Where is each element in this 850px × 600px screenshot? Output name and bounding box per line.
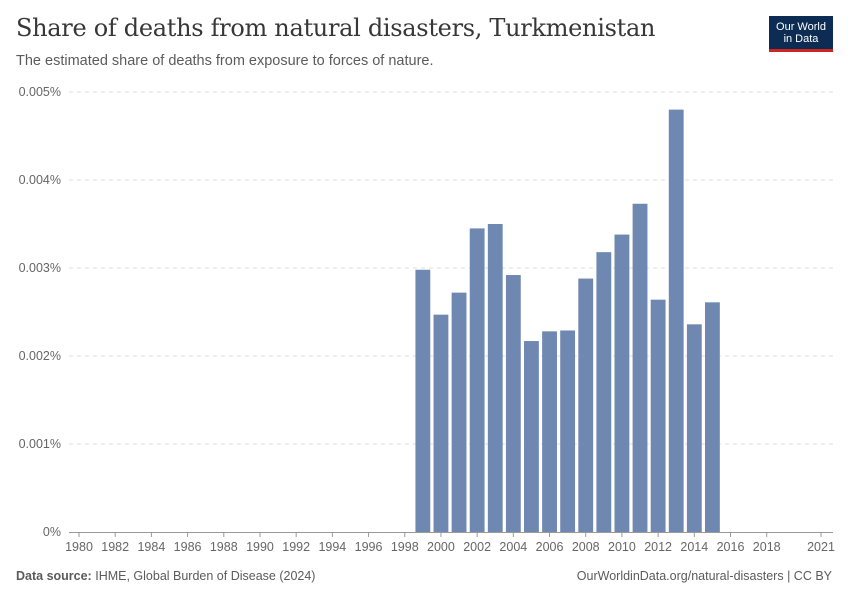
x-tick-label: 2014: [680, 540, 708, 554]
x-tick-label: 2012: [644, 540, 672, 554]
footer-link[interactable]: OurWorldinData.org/natural-disasters | C…: [576, 569, 832, 583]
y-tick-label: 0.002%: [19, 349, 61, 363]
x-tick-label: 2008: [572, 540, 600, 554]
bar-2000[interactable]: [433, 314, 449, 532]
bar-2009[interactable]: [596, 252, 612, 532]
bar-2004[interactable]: [505, 275, 521, 532]
x-tick-label: 1994: [318, 540, 346, 554]
data-source: Data source: IHME, Global Burden of Dise…: [16, 569, 315, 583]
x-tick-label: 2006: [536, 540, 564, 554]
bar-2012[interactable]: [650, 299, 666, 532]
x-tick-label: 2010: [608, 540, 636, 554]
bar-2003[interactable]: [487, 224, 503, 532]
y-tick-label: 0%: [43, 525, 61, 539]
x-tick-label: 1990: [246, 540, 274, 554]
y-tick-label: 0.004%: [19, 173, 61, 187]
x-tick-label: 1982: [101, 540, 129, 554]
bar-2002[interactable]: [469, 228, 485, 532]
x-tick-label: 2004: [499, 540, 527, 554]
data-source-label: Data source:: [16, 569, 92, 583]
bar-2011[interactable]: [632, 203, 648, 532]
y-tick-label: 0.001%: [19, 437, 61, 451]
y-tick-label: 0.003%: [19, 261, 61, 275]
x-tick-label: 1992: [282, 540, 310, 554]
x-tick-label: 1988: [210, 540, 238, 554]
x-tick-label: 1996: [355, 540, 383, 554]
bar-2013[interactable]: [668, 109, 684, 532]
x-tick-label: 2002: [463, 540, 491, 554]
bar-2005[interactable]: [524, 341, 539, 532]
x-tick-label: 2016: [717, 540, 745, 554]
chart-subtitle: The estimated share of deaths from expos…: [16, 53, 434, 69]
logo-line-1: Our World: [776, 21, 826, 33]
bars: [415, 109, 720, 532]
bar-2006[interactable]: [542, 331, 557, 532]
bar-2010[interactable]: [614, 234, 630, 532]
bar-2007[interactable]: [560, 330, 576, 532]
data-source-text[interactable]: IHME, Global Burden of Disease (2024): [95, 569, 316, 583]
x-tick-label: 1980: [65, 540, 93, 554]
x-tick-label: 2018: [753, 540, 781, 554]
x-tick-label: 1984: [137, 540, 165, 554]
logo-line-2: in Data: [783, 33, 819, 45]
owid-logo[interactable]: Our World in Data: [769, 16, 833, 52]
x-tick-label: 2000: [427, 540, 455, 554]
bar-2008[interactable]: [578, 278, 594, 532]
bar-2001[interactable]: [451, 292, 467, 532]
chart-title: Share of deaths from natural disasters, …: [16, 14, 656, 42]
x-tick-label: 1998: [391, 540, 419, 554]
bar-1999[interactable]: [415, 269, 431, 532]
axes: 0% 0.001% 0.002% 0.003% 0.004% 0.005% 1980 1982…: [19, 85, 835, 554]
x-tick-label: 2021: [807, 540, 835, 554]
y-tick-label: 0.005%: [19, 85, 61, 99]
bar-2015[interactable]: [704, 302, 720, 532]
bar-2014[interactable]: [686, 324, 702, 532]
x-tick-label: 1986: [174, 540, 202, 554]
